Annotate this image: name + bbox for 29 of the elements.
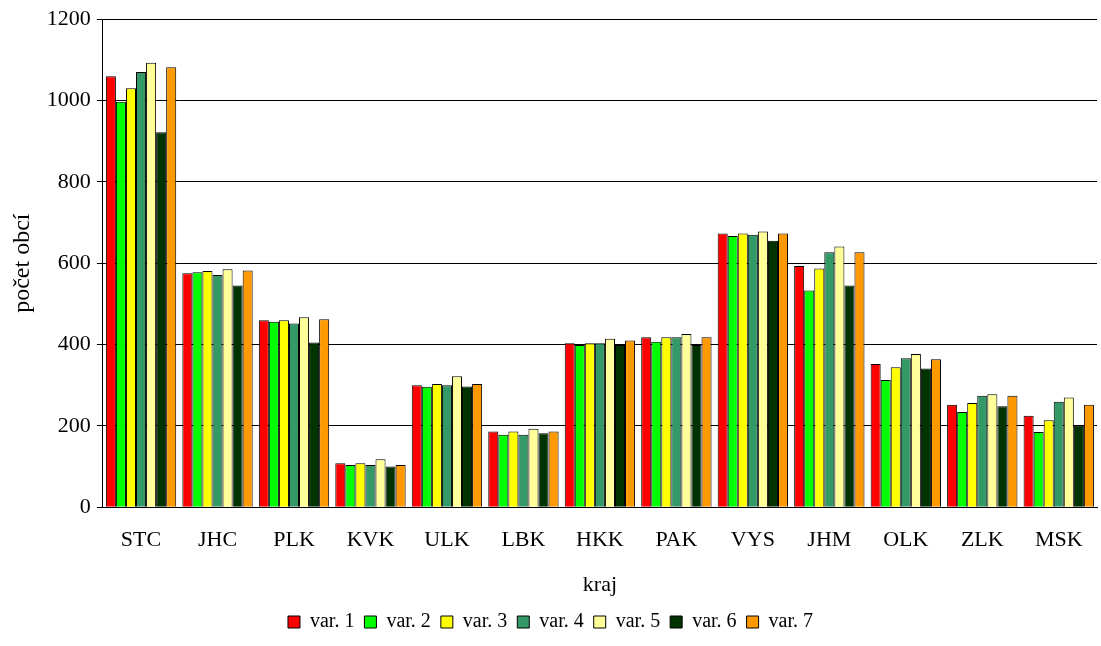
x-tick-label: KVK — [346, 526, 395, 552]
legend-label: var. 5 — [615, 609, 661, 632]
legend-label: var. 3 — [462, 609, 508, 632]
y-tick-label: 1200 — [46, 4, 91, 30]
y-tick-label: 800 — [57, 167, 91, 193]
y-axis-title: počet obcí — [7, 213, 34, 313]
x-tick-label: ULK — [424, 526, 470, 552]
x-tick-label: PAK — [655, 526, 698, 552]
x-tick-label: LBK — [501, 526, 546, 552]
x-axis-title: kraj — [582, 570, 617, 596]
y-tick-label: 0 — [79, 492, 91, 518]
y-tick-label: 1000 — [46, 86, 91, 112]
x-tick-label: MSK — [1034, 526, 1083, 552]
y-tick-label: 600 — [57, 248, 91, 274]
legend-label: var. 7 — [768, 609, 814, 632]
legend-label: var. 1 — [309, 609, 355, 632]
legend-label: var. 2 — [386, 609, 431, 632]
x-tick-label: PLK — [273, 526, 315, 552]
legend-label: var. 6 — [692, 609, 737, 632]
x-tick-label: VYS — [730, 526, 775, 552]
x-tick-label: HKK — [576, 526, 624, 552]
x-tick-label: OLK — [883, 526, 929, 552]
y-tick-label: 400 — [57, 330, 91, 356]
x-tick-label: ZLK — [960, 526, 1004, 552]
y-tick-label: 200 — [57, 411, 91, 437]
x-tick-label: JHC — [197, 526, 238, 552]
legend-label: var. 4 — [539, 609, 584, 632]
x-tick-label: JHM — [807, 526, 852, 552]
x-tick-label: STC — [120, 526, 162, 552]
